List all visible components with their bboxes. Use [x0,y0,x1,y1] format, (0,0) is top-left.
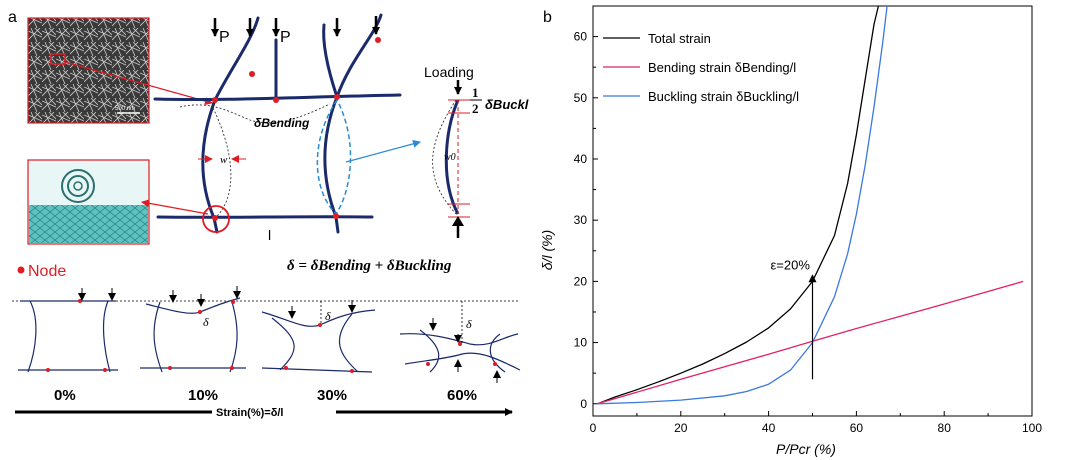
y-tick-label: 30 [574,213,588,227]
annotation-label: ε=20% [771,257,811,272]
y-tick-label: 0 [580,397,587,411]
stage-60-sketch [399,329,521,373]
x-tick-label: 0 [590,421,597,435]
stage-label-10: 10% [188,387,218,404]
stage-load-arrows [78,286,501,383]
strain-axis-label: Strain(%)=δ/l [216,407,284,419]
load-label-1: P [219,29,230,46]
cnt-model-inset [27,159,209,245]
nodes [212,37,381,221]
strain-equation: δ = δBending + δBuckling [287,258,452,274]
buckling-delta-label: δBuckl [485,97,529,112]
stage-delta-markers [320,301,463,343]
y-axis-label: δ/l (%) [539,230,555,270]
panel-a-label: a [8,9,17,26]
length-label: l [268,227,271,243]
legend-total-label: Total strain [648,31,711,46]
y-tick-label: 20 [574,274,588,288]
to-detail-arrow [345,139,421,163]
fiber-network [153,13,402,234]
stage-label-0: 0% [54,387,76,404]
panel-b: b δ/l (%) P/Pcr (%) 0 20 40 60 80 100 0 10 20 30 4… [539,5,1042,457]
loading-label: Loading [424,64,474,80]
panel-b-label: b [543,9,552,26]
detail-width-label: w0 [444,152,456,163]
stage-10-sketch [140,297,246,373]
sem-image-inset: 500 nm [27,17,213,124]
half-fraction-den: 2 [472,101,479,116]
node-legend-label: Node [28,263,66,280]
legend-buckling-label: Buckling strain δBuckling/l [648,89,799,104]
half-fraction-num: 1 [472,85,479,100]
stage-60-delta: δ [466,317,472,331]
load-label-2: P [280,29,291,46]
y-tick-label: 10 [574,336,588,350]
stage-0-sketch [18,299,118,373]
y-tick-label: 50 [574,91,588,105]
total-strain-line [597,6,880,405]
node-legend-dot [17,266,25,274]
panel-a: a 500 nm [8,9,529,419]
stage-label-60: 60% [447,387,477,404]
bending-delta-label: δBending [254,116,310,130]
x-tick-label: 60 [850,421,864,435]
width-marker: w [198,154,246,166]
width-label: w [220,154,228,166]
x-tick-label: 80 [938,421,952,435]
stage-label-30: 30% [317,387,347,404]
network-dotted-guides [179,103,331,219]
load-arrows [211,16,380,37]
x-tick-label: 100 [1022,421,1042,435]
stage-10-delta: δ [203,315,209,329]
node-highlight-circle [202,205,230,233]
buckled-fiber-detail: Loading 1 2 δBuckl w0 [424,64,529,238]
legend-bending-label: Bending strain δBending/l [648,60,796,75]
x-tick-label: 40 [762,421,776,435]
bending-strain-line [597,280,1024,405]
x-axis-label: P/Pcr (%) [776,441,836,457]
stage-30-sketch [261,309,376,373]
stage-30-delta: δ [325,309,331,323]
bucking-dashed-shape [316,99,352,216]
chart-plot: 0 20 40 60 80 100 0 10 20 30 40 50 60 Total strain Ben… [574,5,1042,435]
x-tick-label: 20 [674,421,688,435]
y-tick-label: 40 [574,152,588,166]
sem-scale-label: 500 nm [115,106,135,112]
y-tick-label: 60 [574,30,588,44]
